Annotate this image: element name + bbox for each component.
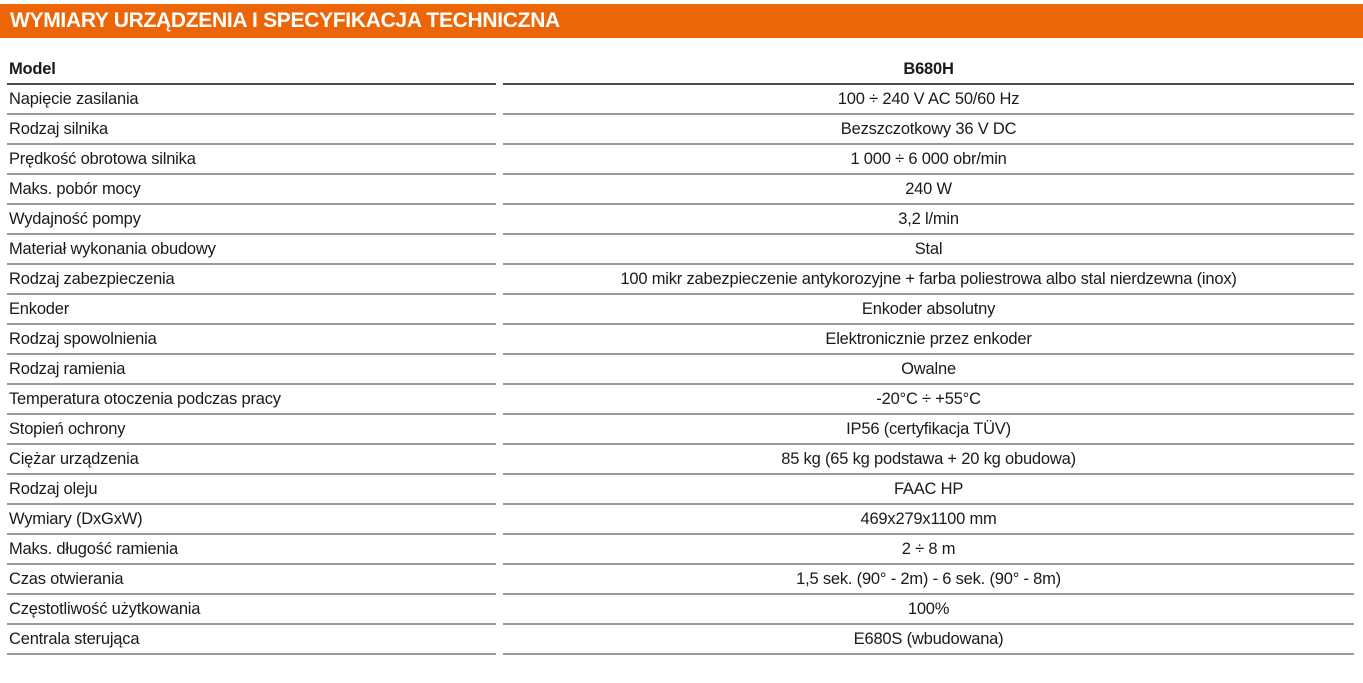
spec-value-cell: 2 ÷ 8 m xyxy=(503,535,1354,565)
model-value: B680H xyxy=(503,55,1354,85)
spec-label-cell: Enkoder xyxy=(7,295,497,325)
spec-value-cell: Bezszczotkowy 36 V DC xyxy=(503,115,1354,145)
spec-value-cell: 100% xyxy=(503,595,1354,625)
spec-value-cell: E680S (wbudowana) xyxy=(503,625,1354,655)
specification-table: Model B680H Napięcie zasilania 100 ÷ 240… xyxy=(0,55,1361,655)
spec-label-cell: Rodzaj spowolnienia xyxy=(7,325,497,355)
spec-label-cell: Wydajność pompy xyxy=(7,205,497,235)
spec-value-cell: 469x279x1100 mm xyxy=(503,505,1354,535)
spec-label-cell: Rodzaj oleju xyxy=(7,475,497,505)
spec-row: Rodzaj oleju FAAC HP xyxy=(7,475,1354,505)
spec-value-cell: Elektronicznie przez enkoder xyxy=(503,325,1354,355)
spec-row: Częstotliwość użytkowania 100% xyxy=(7,595,1354,625)
spec-row: Ciężar urządzenia 85 kg (65 kg podstawa … xyxy=(7,445,1354,475)
spec-value-cell: 3,2 l/min xyxy=(503,205,1354,235)
spec-label-cell: Centrala sterująca xyxy=(7,625,497,655)
section-title: WYMIARY URZĄDZENIA I SPECYFIKACJA TECHNI… xyxy=(10,9,560,32)
spec-row: Enkoder Enkoder absolutny xyxy=(7,295,1354,325)
spec-label-cell: Maks. pobór mocy xyxy=(7,175,497,205)
spec-value-cell: 100 ÷ 240 V AC 50/60 Hz xyxy=(503,85,1354,115)
spec-value-cell: -20°C ÷ +55°C xyxy=(503,385,1354,415)
spec-row: Napięcie zasilania 100 ÷ 240 V AC 50/60 … xyxy=(7,85,1354,115)
spec-label-cell: Temperatura otoczenia podczas pracy xyxy=(7,385,497,415)
spec-value-cell: FAAC HP xyxy=(503,475,1354,505)
specification-table-body: Model B680H Napięcie zasilania 100 ÷ 240… xyxy=(7,55,1354,655)
section-title-bar: WYMIARY URZĄDZENIA I SPECYFIKACJA TECHNI… xyxy=(0,4,1363,38)
spec-row: Centrala sterująca E680S (wbudowana) xyxy=(7,625,1354,655)
table-header-row: Model B680H xyxy=(7,55,1354,85)
spec-label-cell: Maks. długość ramienia xyxy=(7,535,497,565)
spec-label-cell: Ciężar urządzenia xyxy=(7,445,497,475)
spec-row: Wydajność pompy 3,2 l/min xyxy=(7,205,1354,235)
spec-value-cell: 1,5 sek. (90° - 2m) - 6 sek. (90° - 8m) xyxy=(503,565,1354,595)
spec-row: Rodzaj ramienia Owalne xyxy=(7,355,1354,385)
spec-value-cell: Stal xyxy=(503,235,1354,265)
spec-value-cell: IP56 (certyfikacja TÜV) xyxy=(503,415,1354,445)
spec-label-cell: Prędkość obrotowa silnika xyxy=(7,145,497,175)
spec-value-cell: Owalne xyxy=(503,355,1354,385)
spec-row: Rodzaj spowolnienia Elektronicznie przez… xyxy=(7,325,1354,355)
spec-row: Czas otwierania 1,5 sek. (90° - 2m) - 6 … xyxy=(7,565,1354,595)
model-label: Model xyxy=(7,55,497,85)
spec-row: Stopień ochrony IP56 (certyfikacja TÜV) xyxy=(7,415,1354,445)
spec-row: Maks. pobór mocy 240 W xyxy=(7,175,1354,205)
spec-label-cell: Częstotliwość użytkowania xyxy=(7,595,497,625)
spec-row: Materiał wykonania obudowy Stal xyxy=(7,235,1354,265)
spec-row: Rodzaj silnika Bezszczotkowy 36 V DC xyxy=(7,115,1354,145)
spec-label-cell: Napięcie zasilania xyxy=(7,85,497,115)
spec-value-cell: 1 000 ÷ 6 000 obr/min xyxy=(503,145,1354,175)
spec-label-cell: Wymiary (DxGxW) xyxy=(7,505,497,535)
spec-label-cell: Czas otwierania xyxy=(7,565,497,595)
spec-label-cell: Rodzaj silnika xyxy=(7,115,497,145)
spec-row: Wymiary (DxGxW) 469x279x1100 mm xyxy=(7,505,1354,535)
spec-row: Maks. długość ramienia 2 ÷ 8 m xyxy=(7,535,1354,565)
spec-value-cell: 240 W xyxy=(503,175,1354,205)
spec-label-cell: Rodzaj zabezpieczenia xyxy=(7,265,497,295)
spec-row: Rodzaj zabezpieczenia 100 mikr zabezpiec… xyxy=(7,265,1354,295)
spec-label-cell: Stopień ochrony xyxy=(7,415,497,445)
spec-value-cell: 100 mikr zabezpieczenie antykorozyjne + … xyxy=(503,265,1354,295)
spec-value-cell: Enkoder absolutny xyxy=(503,295,1354,325)
spec-label-cell: Materiał wykonania obudowy xyxy=(7,235,497,265)
spec-row: Temperatura otoczenia podczas pracy -20°… xyxy=(7,385,1354,415)
spec-label-cell: Rodzaj ramienia xyxy=(7,355,497,385)
spec-value-cell: 85 kg (65 kg podstawa + 20 kg obudowa) xyxy=(503,445,1354,475)
spec-row: Prędkość obrotowa silnika 1 000 ÷ 6 000 … xyxy=(7,145,1354,175)
